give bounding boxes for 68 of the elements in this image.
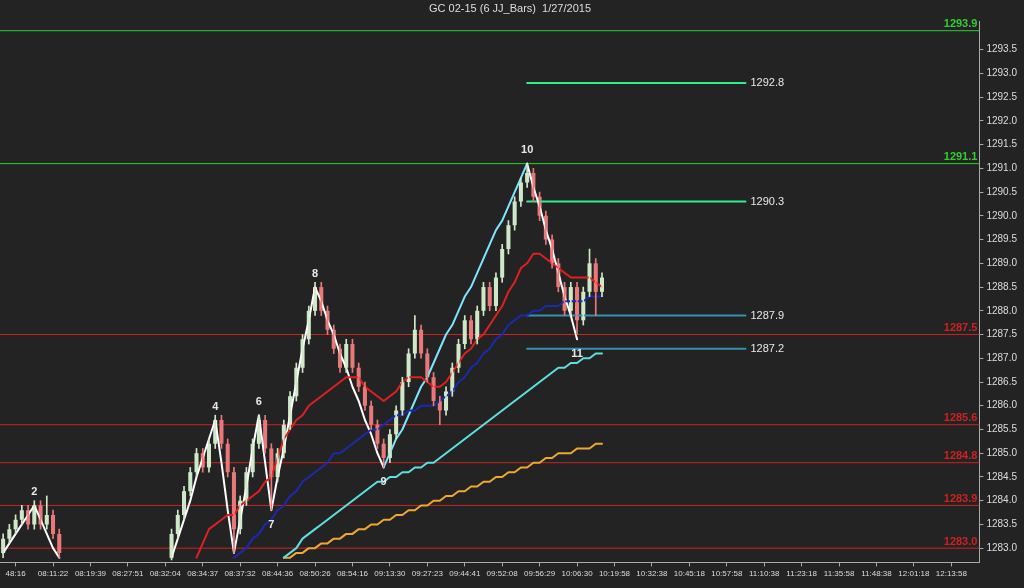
y-tick-label: 1287.5 [986,328,1018,340]
x-tick-label: 11:23:18 [786,569,818,579]
y-tick-label: 1288.5 [986,280,1018,292]
annotation: 11 [571,346,583,359]
y-tick-label: 1291.0 [986,162,1018,174]
data-label: 1290.3 [750,194,785,207]
data-label: 1287.2 [750,341,785,354]
y-tick-label: 1283.5 [986,518,1018,530]
ref-line-label: 1284.8 [943,449,978,462]
x-tick-label: 10:45:18 [673,569,706,579]
y-tick-label: 1290.5 [986,185,1018,197]
x-tick-label: 12:01:18 [898,569,931,579]
y-tick-label: 1285.0 [986,446,1018,458]
chart-title: GC 02-15 (6 JJ_Bars) 1/27/2015 [428,1,592,14]
data-label: 1287.9 [750,308,785,321]
annotation: 4 [212,399,220,412]
x-tick-label: 09:27:23 [411,569,444,579]
ref-line-label: 1285.6 [943,411,978,424]
ref-line-label: 1291.1 [943,150,978,163]
x-tick-label: 08:11:22 [37,569,69,579]
y-tick-label: 1291.5 [986,138,1018,150]
y-tick-label: 1293.5 [986,43,1018,55]
y-tick-label: 1286.5 [986,375,1018,387]
data-label: 1292.8 [750,75,785,88]
x-tick-label: 12:13:58 [935,569,968,579]
ref-line-label: 1293.9 [943,17,978,30]
y-tick-label: 1287.0 [986,352,1018,364]
x-tick-label: 09:56:29 [524,569,556,579]
y-tick-label: 1289.0 [986,257,1018,269]
y-tick-label: 1283.0 [986,541,1018,553]
annotation: 10 [521,143,534,156]
y-tick-label: 1292.5 [986,90,1018,102]
x-tick-label: 08:37:32 [224,569,257,579]
x-tick-label: 08:44:36 [262,569,294,579]
y-tick-label: 1288.0 [986,304,1018,316]
x-tick-label: 10:57:58 [711,569,743,579]
annotation: 6 [255,394,262,407]
x-tick-label: 08:54:16 [336,569,369,579]
x-tick-label: 09:44:41 [449,569,481,579]
x-tick-label: 48:16 [5,569,27,579]
x-tick-label: 08:32:04 [149,569,182,579]
x-tick-label: 08:27:51 [112,569,145,579]
x-tick-label: 10:06:30 [561,569,594,579]
x-tick-label: 10:32:38 [636,569,669,579]
y-tick-label: 1293.0 [986,67,1018,79]
x-tick-label: 11:48:38 [861,569,893,579]
y-tick-label: 1285.5 [986,423,1018,435]
x-tick-label: 11:10:38 [748,569,781,579]
ref-line-label: 1283.9 [943,491,978,504]
y-tick-label: 1289.5 [986,233,1018,245]
y-tick-label: 1286.0 [986,399,1018,411]
x-tick-label: 09:52:08 [486,569,519,579]
x-tick-label: 08:19:39 [74,569,107,579]
x-tick-label: 08:50:26 [299,569,332,579]
annotation: 9 [380,474,387,487]
y-tick-label: 1292.0 [986,114,1018,126]
x-tick-label: 10:19:58 [598,569,631,579]
y-tick-label: 1284.5 [986,470,1018,482]
annotation: 7 [268,517,275,530]
y-tick-label: 1284.0 [986,494,1018,506]
y-tick-label: 1290.0 [986,209,1018,221]
ref-line-label: 1283.0 [943,534,978,547]
x-tick-label: 11:35:58 [823,569,855,579]
ref-line-label: 1287.5 [943,321,978,334]
annotation: 8 [311,266,319,279]
x-tick-label: 09:13:30 [374,569,407,579]
x-tick-label: 08:34:37 [187,569,219,579]
annotation: 2 [31,484,38,497]
